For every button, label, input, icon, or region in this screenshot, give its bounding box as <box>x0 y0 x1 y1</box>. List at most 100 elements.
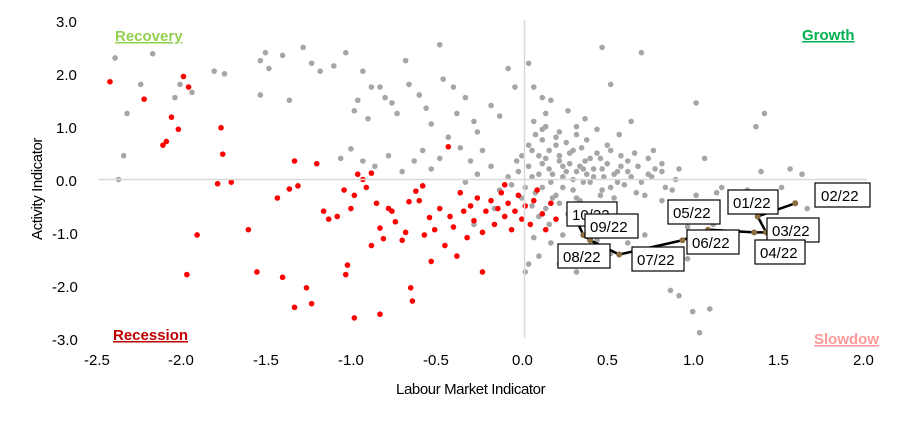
recession-point-79 <box>530 197 537 204</box>
recession-point-64 <box>474 195 481 201</box>
history-point-32 <box>406 81 412 88</box>
history-point-172 <box>553 134 559 141</box>
data-label-01-22: 01/22 <box>727 189 779 215</box>
quadrant-label-slowdown: Slowdow <box>814 331 879 348</box>
history-point-86 <box>753 123 759 130</box>
history-point-177 <box>607 147 614 154</box>
data-label-05-22-text: 05/22 <box>673 205 711 222</box>
x-tick-label-1_0: 1.0 <box>683 352 704 369</box>
recession-point-5 <box>175 126 182 133</box>
history-point-153 <box>505 174 511 180</box>
history-point-39 <box>454 110 460 117</box>
y-tick-label-m2: -2.0 <box>52 279 78 296</box>
history-point-77 <box>638 49 645 56</box>
history-point-158 <box>556 152 563 159</box>
recession-point-21 <box>313 160 320 167</box>
history-point-122 <box>611 195 617 201</box>
history-point-161 <box>590 166 597 172</box>
history-point-21 <box>342 49 349 56</box>
recession-point-28 <box>342 271 349 278</box>
history-point-191 <box>583 171 590 178</box>
recession-point-89 <box>428 258 435 265</box>
history-point-175 <box>583 137 590 143</box>
y-tick-label-0: 0.0 <box>56 173 77 190</box>
history-point-140 <box>525 163 532 170</box>
history-point-53 <box>419 147 426 154</box>
quadrant-label-recession: Recession <box>113 327 188 344</box>
history-point-135 <box>560 163 566 170</box>
history-point-217 <box>590 174 597 180</box>
history-point-143 <box>573 168 580 175</box>
recession-point-81 <box>539 211 546 217</box>
data-label-07-22-text: 07/22 <box>637 252 675 269</box>
recession-point-39 <box>373 200 380 207</box>
history-point-133 <box>582 158 588 164</box>
recession-point-12 <box>194 232 200 238</box>
data-label-06-22: 06/22 <box>686 229 740 255</box>
history-point-76 <box>628 118 634 125</box>
history-point-65 <box>548 97 554 104</box>
history-point-68 <box>556 129 563 135</box>
y-tick-label-1: 1.0 <box>56 120 77 137</box>
history-point-115 <box>530 234 537 241</box>
recession-point-71 <box>501 213 508 220</box>
recession-point-61 <box>464 234 470 241</box>
recession-point-17 <box>274 195 281 201</box>
history-point-181 <box>529 203 535 209</box>
history-point-222 <box>462 179 469 185</box>
history-point-110 <box>560 232 566 238</box>
history-point-116 <box>542 205 549 212</box>
recession-point-37 <box>363 184 370 191</box>
history-point-170 <box>532 131 539 138</box>
history-point-200 <box>601 174 607 180</box>
history-point-82 <box>701 155 708 162</box>
recession-point-8 <box>218 124 224 131</box>
history-point-150 <box>604 142 611 148</box>
history-point-164 <box>628 174 634 180</box>
history-point-98 <box>706 306 713 312</box>
x-axis-title: Labour Market Indicator <box>396 381 546 398</box>
history-point-211 <box>529 174 535 180</box>
x-tick-label-0_0: 0.0 <box>512 352 533 369</box>
history-point-38 <box>450 84 457 90</box>
history-point-97 <box>696 329 703 336</box>
history-point-168 <box>676 166 682 172</box>
recession-point-49 <box>413 188 419 194</box>
history-point-81 <box>693 100 699 106</box>
history-point-147 <box>624 158 631 164</box>
history-point-207 <box>515 168 522 175</box>
data-label-05-22: 05/22 <box>667 199 721 225</box>
history-point-41 <box>471 118 477 125</box>
history-point-72 <box>594 126 600 133</box>
history-point-23 <box>368 84 375 90</box>
history-point-190 <box>573 195 580 201</box>
recession-point-3 <box>180 73 187 80</box>
history-point-139 <box>529 147 535 154</box>
history-point-100 <box>642 232 648 238</box>
recession-point-74 <box>512 208 518 214</box>
history-point-159 <box>566 160 573 167</box>
data-label-08-22: 08/22 <box>557 243 611 269</box>
history-point-137 <box>542 155 549 162</box>
history-point-10 <box>221 71 228 77</box>
x-tick-label-m2_5: -2.5 <box>84 352 110 369</box>
history-point-9 <box>211 68 218 74</box>
history-point-160 <box>578 145 585 151</box>
recession-point-84 <box>553 216 559 222</box>
history-point-75 <box>616 131 623 138</box>
x-tick-label-m1_5: -1.5 <box>253 352 279 369</box>
data-label-03-22: 03/22 <box>766 217 820 243</box>
recession-point-30 <box>351 315 358 321</box>
history-point-174 <box>573 131 580 138</box>
x-tick-label-2_0: 2.0 <box>853 352 874 369</box>
history-point-7 <box>177 81 183 88</box>
history-point-70 <box>573 123 580 130</box>
history-point-201 <box>614 179 621 185</box>
x-tick-label-m2_0: -2.0 <box>168 352 194 369</box>
path-point-08-22 <box>587 237 594 244</box>
x-tick-label-0_5: 0.5 <box>597 352 618 369</box>
history-point-113 <box>525 261 532 267</box>
history-point-136 <box>553 142 559 148</box>
history-point-11 <box>257 57 264 64</box>
